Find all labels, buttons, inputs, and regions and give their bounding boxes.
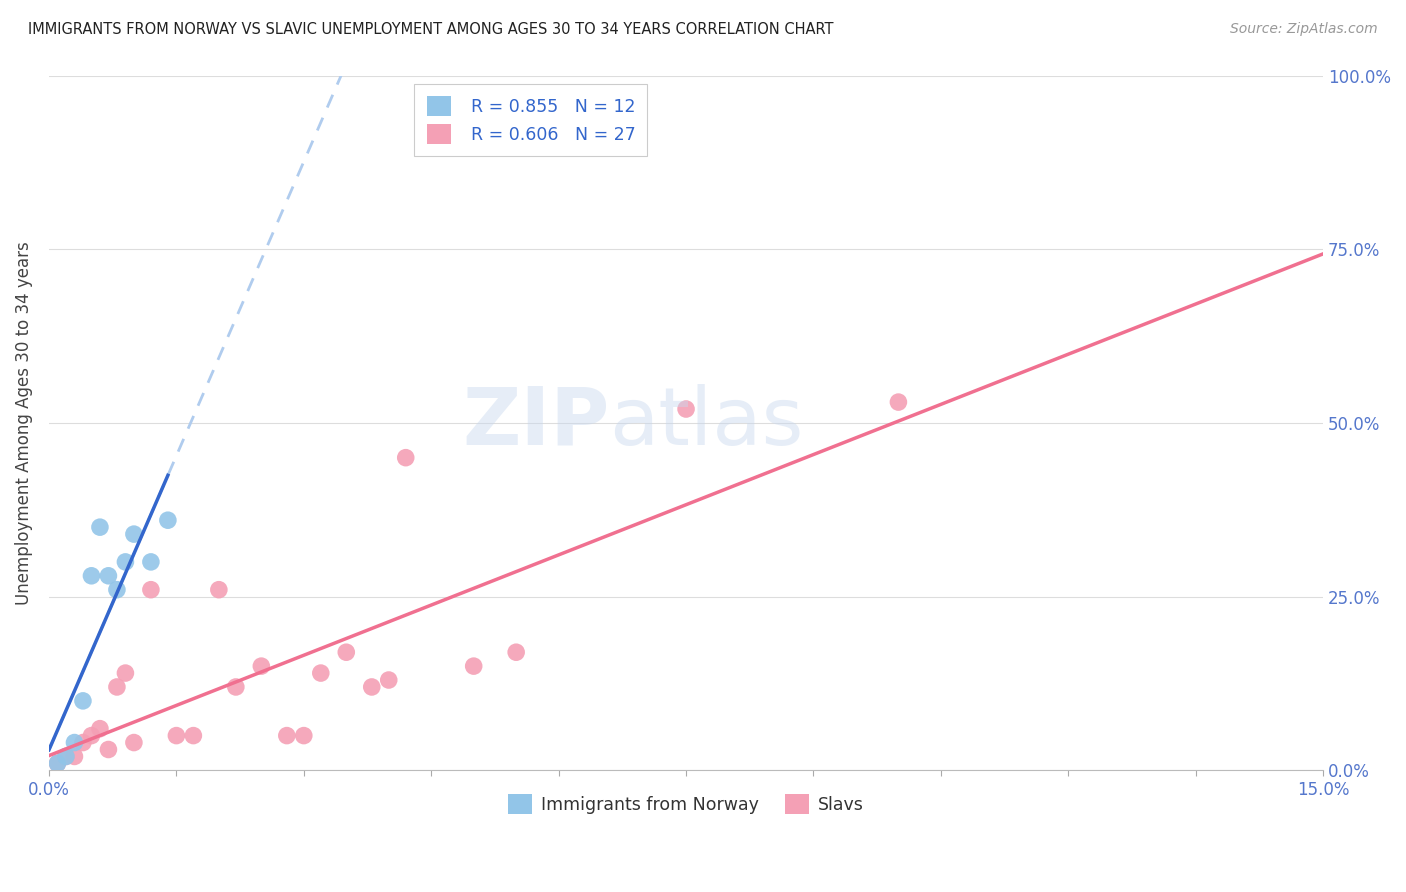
Point	[505, 645, 527, 659]
Point	[183, 729, 205, 743]
Point	[89, 722, 111, 736]
Point	[72, 694, 94, 708]
Text: IMMIGRANTS FROM NORWAY VS SLAVIC UNEMPLOYMENT AMONG AGES 30 TO 34 YEARS CORRELAT: IMMIGRANTS FROM NORWAY VS SLAVIC UNEMPLO…	[28, 22, 834, 37]
Point	[46, 756, 69, 771]
Point	[139, 582, 162, 597]
Point	[139, 555, 162, 569]
Point	[114, 555, 136, 569]
Point	[122, 735, 145, 749]
Point	[55, 749, 77, 764]
Point	[463, 659, 485, 673]
Point	[208, 582, 231, 597]
Text: ZIP: ZIP	[463, 384, 610, 462]
Point	[250, 659, 273, 673]
Text: Source: ZipAtlas.com: Source: ZipAtlas.com	[1230, 22, 1378, 37]
Point	[887, 395, 910, 409]
Point	[309, 666, 332, 681]
Y-axis label: Unemployment Among Ages 30 to 34 years: Unemployment Among Ages 30 to 34 years	[15, 241, 32, 605]
Point	[80, 569, 103, 583]
Point	[335, 645, 357, 659]
Point	[105, 582, 128, 597]
Point	[395, 450, 418, 465]
Point	[72, 735, 94, 749]
Point	[63, 749, 86, 764]
Point	[97, 569, 120, 583]
Legend: Immigrants from Norway, Slavs: Immigrants from Norway, Slavs	[498, 783, 875, 824]
Point	[156, 513, 179, 527]
Point	[55, 749, 77, 764]
Point	[292, 729, 315, 743]
Point	[165, 729, 187, 743]
Point	[675, 402, 697, 417]
Point	[114, 666, 136, 681]
Point	[97, 742, 120, 756]
Point	[46, 756, 69, 771]
Point	[89, 520, 111, 534]
Point	[122, 527, 145, 541]
Point	[63, 735, 86, 749]
Point	[105, 680, 128, 694]
Point	[80, 729, 103, 743]
Point	[276, 729, 298, 743]
Text: atlas: atlas	[610, 384, 804, 462]
Point	[225, 680, 247, 694]
Point	[360, 680, 382, 694]
Point	[377, 673, 399, 687]
